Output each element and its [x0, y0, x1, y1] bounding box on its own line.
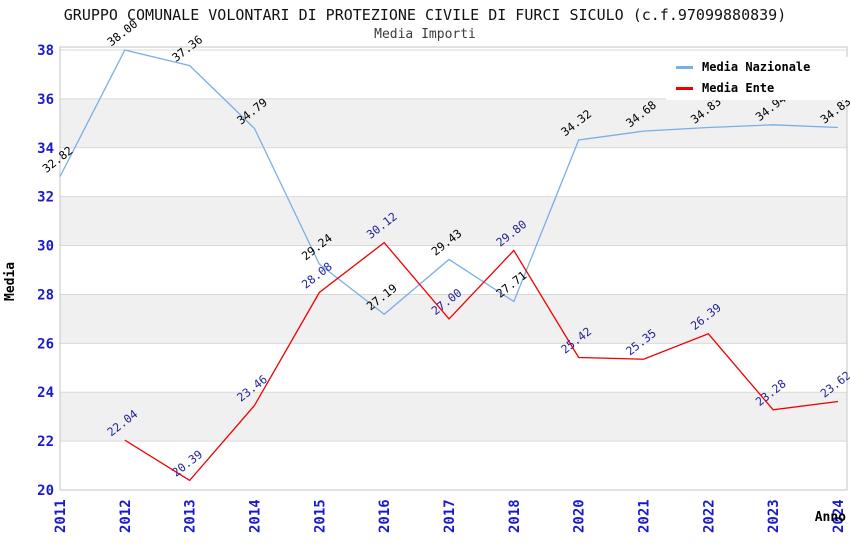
x-tick-label: 2024 — [831, 499, 847, 533]
x-tick-label: 2023 — [766, 499, 782, 533]
y-tick-label: 34 — [37, 141, 54, 157]
x-tick-label: 2022 — [701, 499, 717, 533]
y-axis-title: Media — [3, 261, 18, 301]
y-tick-label: 20 — [37, 483, 54, 499]
series-line-media-nazionale — [59, 49, 839, 316]
y-tick-label: 24 — [37, 385, 54, 401]
y-tick-label: 26 — [37, 336, 54, 352]
x-tick-label: 2015 — [312, 499, 328, 533]
grid-band — [60, 294, 847, 344]
data-label: 28.08 — [299, 259, 335, 291]
x-tick-label: 2017 — [442, 499, 458, 533]
legend: Media Nazionale Media Ente — [666, 57, 850, 100]
legend-label-media-nazionale: Media Nazionale — [702, 60, 811, 74]
x-tick-label: 2021 — [637, 499, 653, 533]
chart-title: GRUPPO COMUNALE VOLONTARI DI PROTEZIONE … — [63, 6, 787, 24]
grid-band — [60, 196, 847, 246]
y-tick-label: 28 — [37, 287, 54, 303]
data-label: 20.39 — [169, 447, 205, 479]
x-tick-label: 2018 — [507, 499, 523, 533]
y-tick-label: 36 — [37, 92, 54, 108]
x-tick-label: 2011 — [53, 499, 69, 533]
plot-border — [59, 46, 848, 491]
x-tick-label: 2014 — [248, 499, 264, 533]
legend-item-media-nazionale: Media Nazionale — [676, 60, 850, 74]
media-ente-line-swatch-icon — [676, 86, 693, 90]
x-tick-label: 2012 — [118, 499, 134, 533]
grid-band — [60, 98, 847, 148]
y-tick-label: 30 — [37, 239, 54, 255]
data-label: 37.36 — [169, 32, 205, 64]
series-line-media-ente — [124, 241, 839, 482]
legend-item-media-ente: Media Ente — [676, 81, 850, 95]
media-nazionale-line-swatch-icon — [676, 65, 693, 69]
data-label: 38.00 — [104, 17, 140, 49]
x-tick-label: 2013 — [183, 499, 199, 533]
legend-label-media-ente: Media Ente — [702, 81, 775, 95]
x-tick-label: 2020 — [572, 499, 588, 533]
chart-subtitle: Media Importi — [374, 27, 476, 42]
x-axis-title: Anno — [814, 510, 846, 525]
y-tick-label: 22 — [37, 434, 54, 450]
y-tick-label: 32 — [37, 190, 54, 206]
y-tick-label: 38 — [37, 43, 54, 59]
x-tick-label: 2016 — [377, 499, 393, 533]
grid-band — [60, 392, 847, 442]
